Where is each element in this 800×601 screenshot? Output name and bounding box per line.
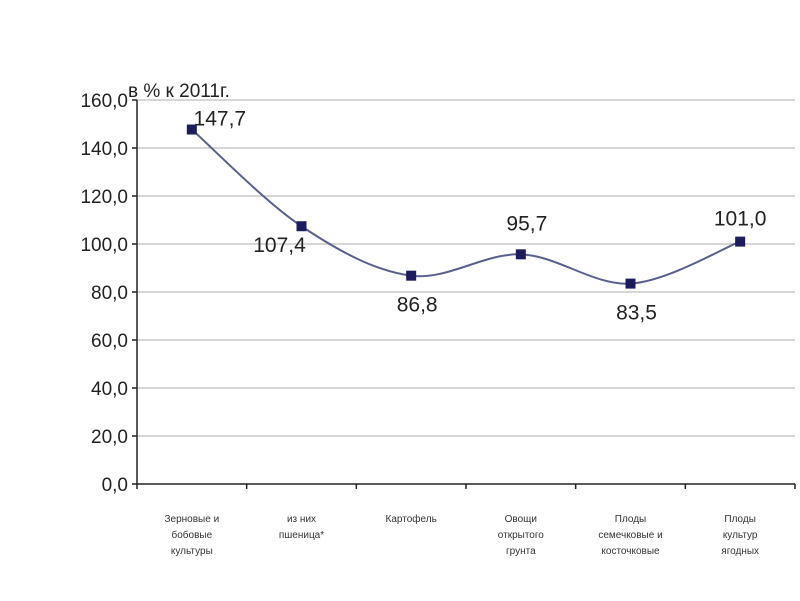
axes (132, 99, 796, 489)
y-tick-label: 0,0 (102, 475, 128, 496)
data-label: 101,0 (714, 208, 767, 231)
series-line (191, 128, 741, 285)
category-label: Картофель (386, 513, 437, 525)
y-tick-label: 60,0 (91, 331, 128, 352)
data-label: 107,4 (253, 234, 306, 257)
unit-label: в % к 2011г. (128, 81, 230, 102)
category-label: из них пшеница* (279, 514, 324, 541)
series-line-group (191, 128, 741, 285)
data-labels: 147,7 107,4 86,8 95,7 83,5 101,0 (194, 108, 767, 325)
y-tick-label: 160,0 (80, 91, 128, 112)
data-point-marker (625, 278, 636, 289)
data-point-marker (735, 236, 746, 247)
data-label: 147,7 (194, 108, 247, 131)
y-tick-labels: 0,0 20,0 40,0 60,0 80,0 100,0 120,0 140,0 160,0 (80, 91, 128, 496)
category-label: Плоды семечковые и косточковые (598, 514, 662, 557)
category-label: Плоды культур ягодных (721, 514, 759, 557)
y-tick-label: 120,0 (80, 187, 128, 208)
y-tick-label: 100,0 (80, 235, 128, 256)
category-label: Овощи открытого грунта (498, 514, 545, 557)
data-point-marker (186, 124, 197, 135)
data-label: 86,8 (397, 294, 438, 317)
data-label: 95,7 (506, 212, 547, 235)
data-point-marker (296, 221, 307, 232)
grid-lines (137, 99, 795, 437)
y-tick-label: 40,0 (91, 379, 128, 400)
y-tick-label: 80,0 (91, 283, 128, 304)
data-point-marker (406, 270, 417, 281)
data-markers (186, 124, 746, 289)
category-labels: Зерновые и бобовые культуры из них пшеница* К… (164, 513, 759, 557)
y-tick-label: 20,0 (91, 427, 128, 448)
category-label: Зерновые и бобовые культуры (164, 514, 219, 557)
y-tick-label: 140,0 (80, 139, 128, 160)
data-point-marker (515, 249, 526, 260)
data-label: 83,5 (616, 302, 657, 325)
